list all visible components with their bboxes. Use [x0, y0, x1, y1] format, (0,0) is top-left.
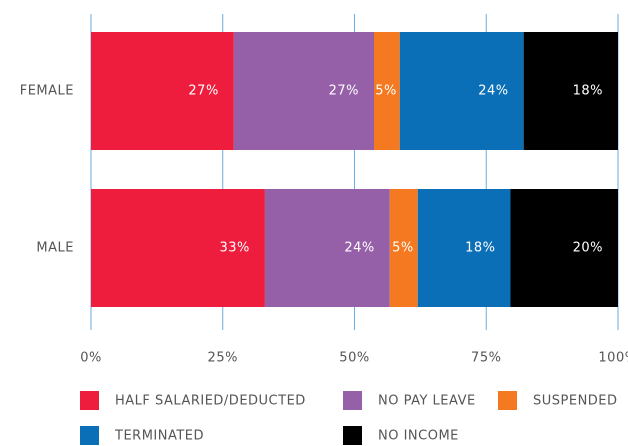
data-label: 27%	[188, 84, 218, 99]
bar-segment	[233, 32, 374, 150]
bar-segment	[523, 32, 618, 150]
bar-segment	[373, 32, 400, 150]
bar-segment	[389, 189, 418, 307]
x-tick-label: 50%	[339, 351, 369, 366]
legend-label: SUSPENDED	[533, 394, 618, 409]
legend-swatch	[343, 391, 362, 410]
x-tick-label: 100%	[598, 351, 628, 366]
bar-segment	[510, 189, 618, 307]
y-tick-label: FEMALE	[20, 84, 74, 99]
data-label: 24%	[478, 84, 508, 99]
legend-label: NO PAY LEAVE	[378, 394, 476, 409]
bar-segment	[91, 189, 265, 307]
x-tick-label: 0%	[80, 351, 102, 366]
data-label: 20%	[573, 241, 603, 256]
bar-segment	[399, 32, 524, 150]
legend-swatch	[80, 391, 99, 410]
data-label: 33%	[220, 241, 250, 256]
x-tick-label: 25%	[208, 351, 238, 366]
bar-segment	[264, 189, 390, 307]
data-label: 18%	[465, 241, 495, 256]
data-label: 27%	[329, 84, 359, 99]
data-label: 5%	[392, 241, 414, 256]
bar-segment	[91, 32, 234, 150]
data-label: 5%	[375, 84, 397, 99]
y-tick-label: MALE	[36, 241, 74, 256]
legend-swatch	[80, 426, 99, 445]
x-tick-label: 75%	[471, 351, 501, 366]
legend-swatch	[343, 426, 362, 445]
legend-label: TERMINATED	[114, 429, 204, 444]
legend-label: NO INCOME	[378, 429, 459, 444]
legend-label: HALF SALARIED/DEDUCTED	[115, 394, 306, 409]
data-label: 18%	[573, 84, 603, 99]
bar-segment	[417, 189, 511, 307]
legend-swatch	[498, 391, 517, 410]
data-label: 24%	[344, 241, 374, 256]
